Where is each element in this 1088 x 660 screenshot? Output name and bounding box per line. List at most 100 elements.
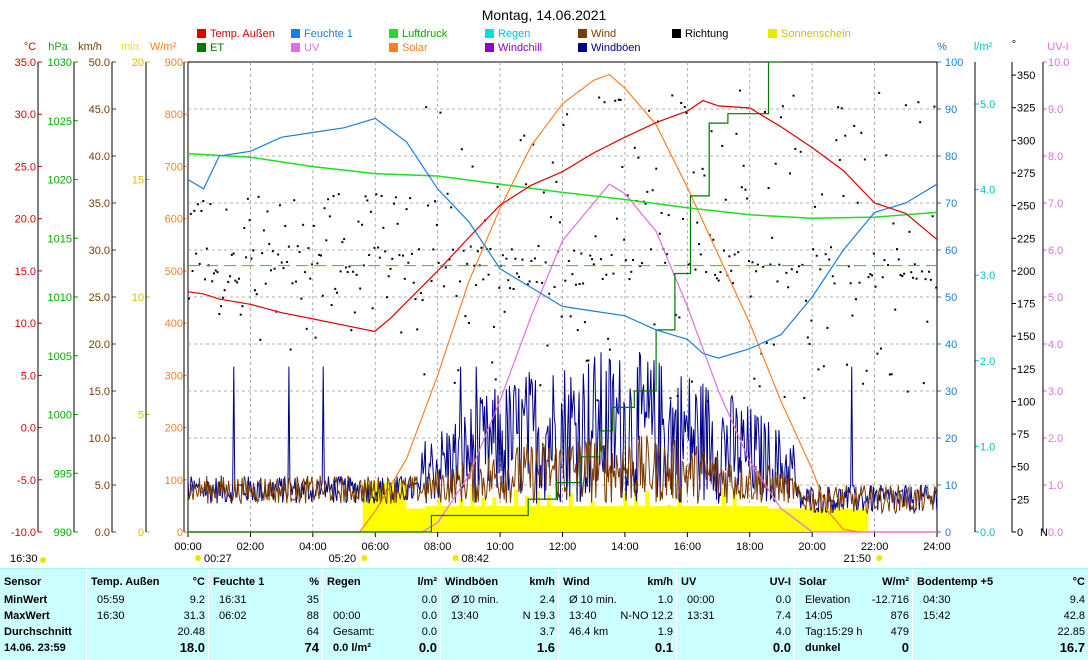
legend-swatch <box>578 29 587 38</box>
direction-point <box>270 269 273 272</box>
direction-point <box>302 223 305 226</box>
direction-point <box>678 316 681 319</box>
marker-time: 00:27 <box>204 553 232 565</box>
x-tick-label: 22:00 <box>861 541 889 553</box>
tick-pct: 40 <box>945 339 957 351</box>
tick-celsius: 20.0 <box>15 214 36 226</box>
summary-cell-value: N-NO 12.2 <box>620 610 673 622</box>
direction-point <box>901 275 904 278</box>
direction-point <box>451 248 454 251</box>
direction-point <box>796 270 799 273</box>
direction-point <box>455 295 458 298</box>
direction-point <box>450 206 453 209</box>
direction-point <box>788 172 791 175</box>
direction-point <box>193 209 196 212</box>
direction-point <box>421 299 424 302</box>
direction-point <box>368 253 371 256</box>
direction-point <box>491 361 494 364</box>
direction-point <box>926 320 929 323</box>
direction-point <box>214 269 217 272</box>
tick-lm2: 4.0 <box>980 185 995 197</box>
direction-point <box>883 259 886 262</box>
summary-cell-row: 16.7 <box>917 641 1085 655</box>
summary-header: Bodentemp +5 °C <box>917 575 1085 589</box>
row-label-max: MaxWert <box>4 610 50 622</box>
direction-point <box>330 304 333 307</box>
tick-celsius: 10.0 <box>15 318 36 330</box>
direction-point <box>286 260 289 263</box>
direction-point <box>580 252 583 255</box>
direction-point <box>812 248 815 251</box>
direction-point <box>608 348 611 351</box>
series-luftdruck <box>187 152 938 220</box>
direction-point <box>837 106 840 109</box>
weather-chart: Montag, 14.06.2021 Temp. Außen Feuchte 1 Lu… <box>10 7 1069 565</box>
direction-point <box>509 287 511 290</box>
direction-point <box>644 202 647 205</box>
sunshine-bar <box>656 518 661 532</box>
x-tick-label: 06:00 <box>361 541 389 553</box>
direction-point <box>562 124 565 127</box>
tick-kmh: 40.0 <box>89 151 110 163</box>
direction-point <box>212 272 215 275</box>
direction-point <box>735 132 738 135</box>
tick-uvi: 8.0 <box>1048 151 1063 163</box>
direction-point <box>496 185 499 188</box>
summary-cell-value: 9.2 <box>189 594 205 606</box>
direction-point <box>860 131 863 134</box>
direction-point <box>828 258 831 261</box>
legend-swatch <box>389 43 398 52</box>
legend-label: Feuchte 1 <box>304 28 353 40</box>
direction-point <box>466 262 469 265</box>
direction-point <box>423 373 426 376</box>
sunshine-bar <box>667 504 672 532</box>
summary-col-uv: UV UV-I 00:00 0.0 13:31 7.4 4.0 0.0 <box>676 569 795 660</box>
direction-point <box>191 270 194 273</box>
direction-point <box>216 271 219 274</box>
summary-cell-label: Ø 10 min. <box>569 594 617 606</box>
axis-unit-wm2: W/m² <box>150 41 177 53</box>
direction-point <box>296 245 299 248</box>
direction-point <box>869 273 872 276</box>
direction-point <box>291 282 294 285</box>
direction-point <box>674 313 677 316</box>
summary-cell-label: 04:30 <box>923 594 951 606</box>
direction-point <box>373 246 376 249</box>
direction-point <box>252 249 255 252</box>
direction-point <box>348 265 351 268</box>
summary-cell-label: 13:40 <box>569 610 597 622</box>
legend-swatch <box>291 29 300 38</box>
header-label: Windböen <box>445 576 499 588</box>
sunshine-bar <box>481 497 486 532</box>
summary-cell-row: 0.1 <box>563 641 673 655</box>
tick-celsius: 5.0 <box>21 370 36 382</box>
direction-point <box>526 283 529 286</box>
summary-cell-value: 18.0 <box>179 640 205 655</box>
direction-point <box>555 180 558 183</box>
direction-point <box>658 232 661 235</box>
direction-point <box>359 287 362 290</box>
sunshine-bar <box>677 495 682 532</box>
summary-cell-row: 15:42 42.8 <box>917 609 1085 623</box>
direction-point <box>633 146 636 149</box>
direction-point <box>236 281 239 284</box>
x-tick-label: 04:00 <box>299 541 327 553</box>
direction-point <box>747 259 750 262</box>
direction-point <box>542 191 545 194</box>
direction-point <box>196 203 199 206</box>
tick-hpa: 1030 <box>48 57 72 69</box>
direction-point <box>849 282 852 285</box>
direction-point <box>200 209 203 212</box>
legend-label: Solar <box>402 42 428 54</box>
sun-marker-icon <box>361 555 368 561</box>
direction-point <box>929 278 932 281</box>
marker-time: 08:42 <box>462 553 490 565</box>
direction-point <box>209 203 212 206</box>
direction-point <box>334 287 337 290</box>
direction-point <box>405 208 408 211</box>
direction-point <box>715 277 718 280</box>
direction-point <box>844 134 847 137</box>
direction-point <box>444 266 447 269</box>
sun-marker-icon <box>452 555 459 561</box>
chart-title: Montag, 14.06.2021 <box>482 7 607 23</box>
